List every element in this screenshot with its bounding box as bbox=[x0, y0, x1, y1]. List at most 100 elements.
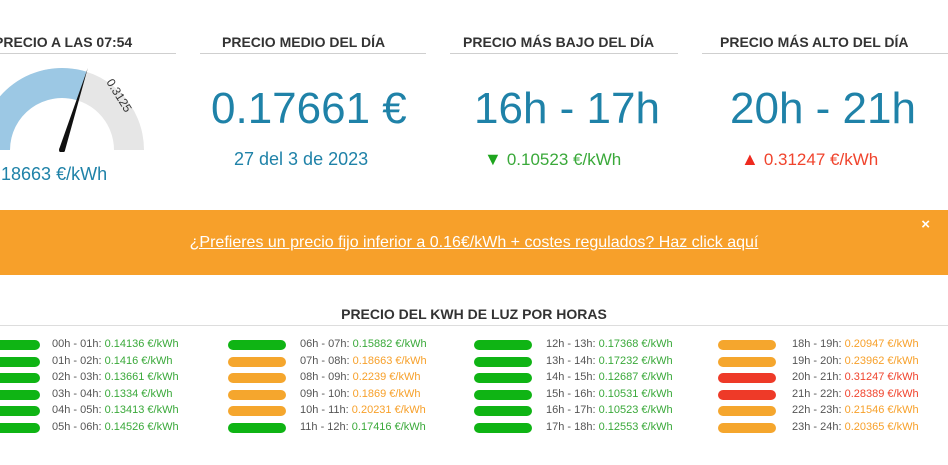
hour-range: 05h - 06h: bbox=[52, 420, 105, 433]
hour-label: 03h - 04h: 0.1334 €/kWh bbox=[52, 388, 172, 400]
hour-label: 18h - 19h: 0.20947 €/kWh bbox=[792, 338, 919, 350]
price-level-bar bbox=[474, 389, 532, 400]
price-level-bar bbox=[474, 356, 532, 367]
average-price-title: PRECIO MEDIO DEL DÍA bbox=[222, 34, 386, 50]
hour-price: 0.14526 €/kWh bbox=[104, 420, 179, 433]
hour-price: 0.13661 €/kWh bbox=[104, 371, 179, 383]
hour-label: 22h - 23h: 0.21546 €/kWh bbox=[792, 404, 919, 416]
hour-price: 0.13413 €/kWh bbox=[104, 404, 179, 416]
current-price-value: 0.18663 €/kWh bbox=[0, 164, 108, 184]
price-level-bar bbox=[228, 340, 286, 350]
hour-range: 22h - 23h: bbox=[792, 404, 845, 416]
hour-range: 16h - 17h: bbox=[546, 404, 599, 416]
hour-label: 07h - 08h: 0.18663 €/kWh bbox=[300, 355, 427, 367]
hour-label: 11h - 12h: 0.17416 €/kWh bbox=[300, 421, 426, 433]
hour-range: 03h - 04h: bbox=[52, 387, 105, 400]
hour-label: 23h - 24h: 0.20365 €/kWh bbox=[792, 421, 919, 433]
hour-price: 0.12687 €/kWh bbox=[598, 371, 673, 383]
hour-range: 20h - 21h: bbox=[792, 371, 845, 383]
hour-label: 12h - 13h: 0.17368 €/kWh bbox=[546, 338, 673, 350]
hour-price: 0.1334 €/kWh bbox=[104, 387, 173, 400]
highest-price-line: ▲ 0.31247 €/kWh bbox=[741, 149, 878, 170]
hour-price: 0.10531 €/kWh bbox=[598, 387, 673, 400]
close-icon[interactable]: × bbox=[921, 216, 930, 233]
highest-price-title: PRECIO MÁS ALTO DEL DÍA bbox=[720, 34, 909, 50]
hour-price: 0.17232 €/kWh bbox=[598, 354, 673, 367]
gauge-needle bbox=[59, 67, 88, 151]
down-arrow-icon: ▼ bbox=[484, 149, 502, 169]
hour-label: 13h - 14h: 0.17232 €/kWh bbox=[546, 355, 673, 367]
price-level-bar bbox=[0, 340, 40, 350]
hour-range: 01h - 02h: bbox=[52, 354, 105, 367]
hour-price: 0.23962 €/kWh bbox=[844, 354, 919, 367]
hour-range: 12h - 13h: bbox=[546, 338, 599, 350]
average-price-date: 27 del 3 de 2023 bbox=[234, 149, 369, 169]
price-level-bar bbox=[474, 422, 532, 433]
price-level-bar bbox=[474, 340, 532, 350]
hour-label: 14h - 15h: 0.12687 €/kWh bbox=[546, 371, 673, 383]
price-level-bar bbox=[0, 422, 40, 433]
hour-range: 17h - 18h: bbox=[546, 420, 599, 433]
hour-range: 15h - 16h: bbox=[546, 387, 599, 400]
hour-range: 11h - 12h: bbox=[300, 420, 352, 433]
hour-range: 14h - 15h: bbox=[546, 371, 599, 383]
highest-price-range: 20h - 21h bbox=[730, 84, 916, 133]
hour-range: 06h - 07h: bbox=[300, 338, 353, 350]
hour-range: 10h - 11h: bbox=[300, 404, 352, 416]
hour-label: 21h - 22h: 0.28389 €/kWh bbox=[792, 388, 919, 400]
gauge-fill bbox=[0, 68, 87, 150]
price-level-bar bbox=[0, 356, 40, 367]
hour-price: 0.20365 €/kWh bbox=[844, 420, 919, 433]
highest-price-value: 0.31247 €/kWh bbox=[763, 150, 879, 169]
gauge-hub bbox=[59, 147, 65, 152]
hour-price: 0.1416 €/kWh bbox=[104, 354, 173, 367]
hour-price: 0.2239 €/kWh bbox=[352, 371, 421, 383]
hour-label: 01h - 02h: 0.1416 €/kWh bbox=[52, 355, 172, 367]
hour-range: 19h - 20h: bbox=[792, 354, 845, 367]
price-level-bar bbox=[0, 389, 40, 400]
lowest-price-divider bbox=[450, 53, 678, 54]
hour-range: 00h - 01h: bbox=[52, 338, 105, 350]
price-level-bar bbox=[474, 373, 532, 383]
hour-range: 04h - 05h: bbox=[52, 404, 105, 416]
hour-label: 05h - 06h: 0.14526 €/kWh bbox=[52, 421, 179, 433]
hour-price: 0.15882 €/kWh bbox=[352, 338, 427, 350]
promo-banner: ¿Prefieres un precio fijo inferior a 0.1… bbox=[0, 210, 948, 275]
average-price-divider bbox=[200, 53, 426, 54]
hour-label: 08h - 09h: 0.2239 €/kWh bbox=[300, 371, 420, 383]
hour-label: 17h - 18h: 0.12553 €/kWh bbox=[546, 421, 673, 433]
hour-range: 09h - 10h: bbox=[300, 387, 353, 400]
price-level-bar bbox=[718, 356, 776, 367]
price-level-bar bbox=[718, 340, 776, 350]
hour-price: 0.18663 €/kWh bbox=[352, 354, 427, 367]
hour-price: 0.1869 €/kWh bbox=[352, 387, 421, 400]
promo-link[interactable]: ¿Prefieres un precio fijo inferior a 0.1… bbox=[189, 234, 759, 251]
hour-range: 21h - 22h: bbox=[792, 387, 845, 400]
hour-price: 0.17416 €/kWh bbox=[351, 420, 426, 433]
hour-range: 08h - 09h: bbox=[300, 371, 353, 383]
hour-price: 0.12553 €/kWh bbox=[598, 420, 673, 433]
hour-label: 06h - 07h: 0.15882 €/kWh bbox=[300, 338, 427, 350]
hour-label: 19h - 20h: 0.23962 €/kWh bbox=[792, 355, 919, 367]
hour-range: 07h - 08h: bbox=[300, 354, 353, 367]
price-level-bar bbox=[718, 389, 776, 400]
price-level-bar bbox=[718, 406, 776, 416]
hour-price: 0.14136 €/kWh bbox=[104, 338, 179, 350]
lowest-price-line: ▼ 0.10523 €/kWh bbox=[484, 149, 621, 170]
current-price-title: PRECIO A LAS 07:54 bbox=[0, 34, 133, 50]
average-price-value: 0.17661 € bbox=[211, 84, 407, 133]
hour-range: 23h - 24h: bbox=[792, 420, 845, 433]
hour-range: 02h - 03h: bbox=[52, 371, 105, 383]
hourly-prices-title: PRECIO DEL KWH DE LUZ POR HORAS bbox=[341, 306, 607, 322]
hour-label: 15h - 16h: 0.10531 €/kWh bbox=[546, 388, 673, 400]
lowest-price-range: 16h - 17h bbox=[474, 84, 660, 133]
hour-price: 0.31247 €/kWh bbox=[844, 371, 919, 383]
hour-label: 02h - 03h: 0.13661 €/kWh bbox=[52, 371, 179, 383]
price-level-bar bbox=[0, 373, 40, 383]
hour-price: 0.21546 €/kWh bbox=[844, 404, 919, 416]
hour-price: 0.10523 €/kWh bbox=[598, 404, 673, 416]
hour-range: 18h - 19h: bbox=[792, 338, 845, 350]
price-level-bar bbox=[0, 406, 40, 416]
lowest-price-title: PRECIO MÁS BAJO DEL DÍA bbox=[463, 34, 655, 50]
price-level-bar bbox=[228, 373, 286, 383]
